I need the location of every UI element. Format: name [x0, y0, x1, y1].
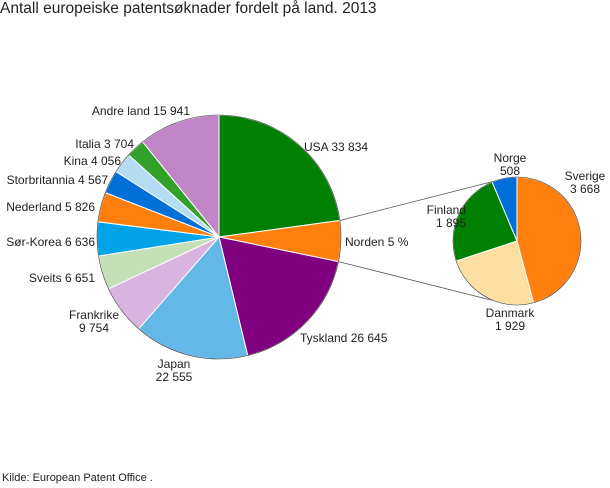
main-label-norden: Norden 5 %	[345, 235, 409, 249]
main-label-japan-line-2: 22 555	[156, 370, 193, 384]
main-label-tyskland: Tyskland 26 645	[300, 331, 388, 345]
main-label-andre-land: Andre land 15 941	[92, 104, 190, 118]
main-label-frankrike-line-1: Frankrike	[69, 308, 119, 322]
main-label-sveits: Sveits 6 651	[29, 271, 95, 285]
main-label-japan-line-1: Japan	[158, 357, 191, 371]
main-pie	[96, 114, 342, 360]
main-label-storbritannia: Storbritannia 4 567	[7, 173, 109, 187]
main-label-nederland: Nederland 5 826	[6, 200, 95, 214]
main-label-usa: USA 33 834	[304, 140, 368, 154]
slice-labels: USA 33 834 Norden 5 % Tyskland 26 645 Japan…	[6, 104, 605, 384]
sub-label-finland-line-2: 1 895	[436, 216, 466, 230]
source-note: Kilde: European Patent Office .	[2, 472, 153, 484]
sub-label-norge-line-2: 508	[500, 164, 520, 178]
sub-label-danmark-line-2: 1 929	[495, 319, 525, 333]
main-label-sor-korea: Sør-Korea 6 636	[6, 235, 95, 249]
main-label-kina: Kina 4 056	[64, 154, 122, 168]
sub-label-danmark-line-1: Danmark	[486, 306, 536, 320]
sub-label-sverige-line-1: Sverige	[565, 169, 606, 183]
sub-label-sverige-line-2: 3 668	[570, 182, 600, 196]
chart-title: Antall europeiske patentsøknader fordelt…	[0, 0, 377, 17]
sub-label-finland-line-1: Finland	[427, 203, 466, 217]
main-outline	[96, 114, 342, 360]
connector-line-top	[339, 177, 509, 221]
norden-pie	[452, 176, 582, 306]
connector-lines	[338, 177, 509, 305]
connector-line-bottom	[338, 261, 509, 305]
main-label-frankrike-line-2: 9 754	[79, 321, 109, 335]
main-slice-usa	[218, 114, 341, 238]
main-label-italia: Italia 3 704	[75, 137, 134, 151]
sub-outline	[452, 176, 582, 306]
sub-label-norge-line-1: Norge	[494, 151, 527, 165]
